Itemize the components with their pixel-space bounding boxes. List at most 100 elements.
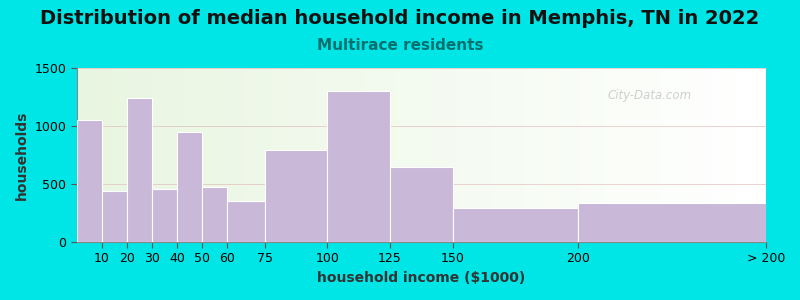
Bar [256, 68, 259, 242]
Bar [586, 68, 590, 242]
Bar [680, 68, 683, 242]
Bar [442, 68, 446, 242]
Bar [735, 68, 738, 242]
Bar [390, 68, 394, 242]
Bar [353, 68, 356, 242]
Bar [580, 68, 583, 242]
Bar [621, 68, 625, 242]
Bar [266, 68, 270, 242]
Bar [153, 68, 156, 242]
Bar [283, 68, 287, 242]
Bar [721, 68, 725, 242]
Bar [590, 68, 594, 242]
Bar [404, 68, 407, 242]
Bar [222, 68, 225, 242]
Bar [398, 68, 401, 242]
Bar [335, 68, 338, 242]
Bar [349, 68, 353, 242]
Bar [610, 68, 614, 242]
Bar [294, 68, 298, 242]
Bar [631, 68, 635, 242]
Bar [745, 68, 749, 242]
Bar [414, 68, 418, 242]
Bar [135, 68, 139, 242]
Bar [304, 68, 308, 242]
Bar [655, 68, 659, 242]
Bar [253, 68, 256, 242]
Bar [377, 68, 380, 242]
Bar [453, 208, 578, 242]
Bar [583, 68, 586, 242]
Bar [576, 68, 580, 242]
Bar [177, 68, 180, 242]
Bar [707, 68, 710, 242]
Bar [332, 68, 335, 242]
Bar [422, 68, 425, 242]
X-axis label: household income ($1000): household income ($1000) [318, 271, 526, 285]
Bar [370, 68, 373, 242]
Bar [277, 68, 280, 242]
Bar [194, 68, 198, 242]
Bar [562, 68, 566, 242]
Bar [525, 68, 528, 242]
Bar [759, 68, 762, 242]
Bar [686, 68, 690, 242]
Text: Multirace residents: Multirace residents [317, 38, 483, 52]
Bar [125, 68, 129, 242]
Bar [198, 68, 201, 242]
Bar [325, 68, 328, 242]
Bar [274, 68, 277, 242]
Bar [614, 68, 618, 242]
Bar [342, 68, 346, 242]
Bar [700, 68, 704, 242]
Bar [77, 68, 80, 242]
Bar [432, 68, 435, 242]
Bar [118, 68, 122, 242]
Bar [225, 68, 229, 242]
Bar [114, 68, 118, 242]
Bar [298, 68, 301, 242]
Bar [263, 68, 266, 242]
Bar [401, 68, 404, 242]
Bar [556, 68, 559, 242]
Bar [566, 68, 570, 242]
Bar [208, 68, 211, 242]
Bar [490, 68, 494, 242]
Bar [359, 68, 362, 242]
Bar [201, 68, 204, 242]
Bar [497, 68, 501, 242]
Bar [338, 68, 342, 242]
Bar [163, 68, 166, 242]
Bar [90, 68, 94, 242]
Bar [752, 68, 755, 242]
Bar [480, 68, 483, 242]
Bar [449, 68, 452, 242]
Bar [322, 68, 325, 242]
Bar [697, 68, 700, 242]
Bar [522, 68, 525, 242]
Bar [235, 68, 238, 242]
Bar [578, 202, 766, 242]
Bar [187, 68, 190, 242]
Bar [546, 68, 549, 242]
Bar [538, 68, 542, 242]
Bar [152, 189, 177, 242]
Bar [462, 68, 466, 242]
Bar [652, 68, 655, 242]
Bar [346, 68, 349, 242]
Bar [604, 68, 607, 242]
Bar [710, 68, 714, 242]
Bar [190, 68, 194, 242]
Bar [731, 68, 735, 242]
Bar [122, 68, 125, 242]
Bar [477, 68, 480, 242]
Bar [101, 68, 105, 242]
Bar [528, 68, 531, 242]
Bar [166, 68, 170, 242]
Bar [425, 68, 428, 242]
Bar [673, 68, 676, 242]
Bar [238, 68, 242, 242]
Bar [625, 68, 628, 242]
Bar [387, 68, 390, 242]
Bar [407, 68, 411, 242]
